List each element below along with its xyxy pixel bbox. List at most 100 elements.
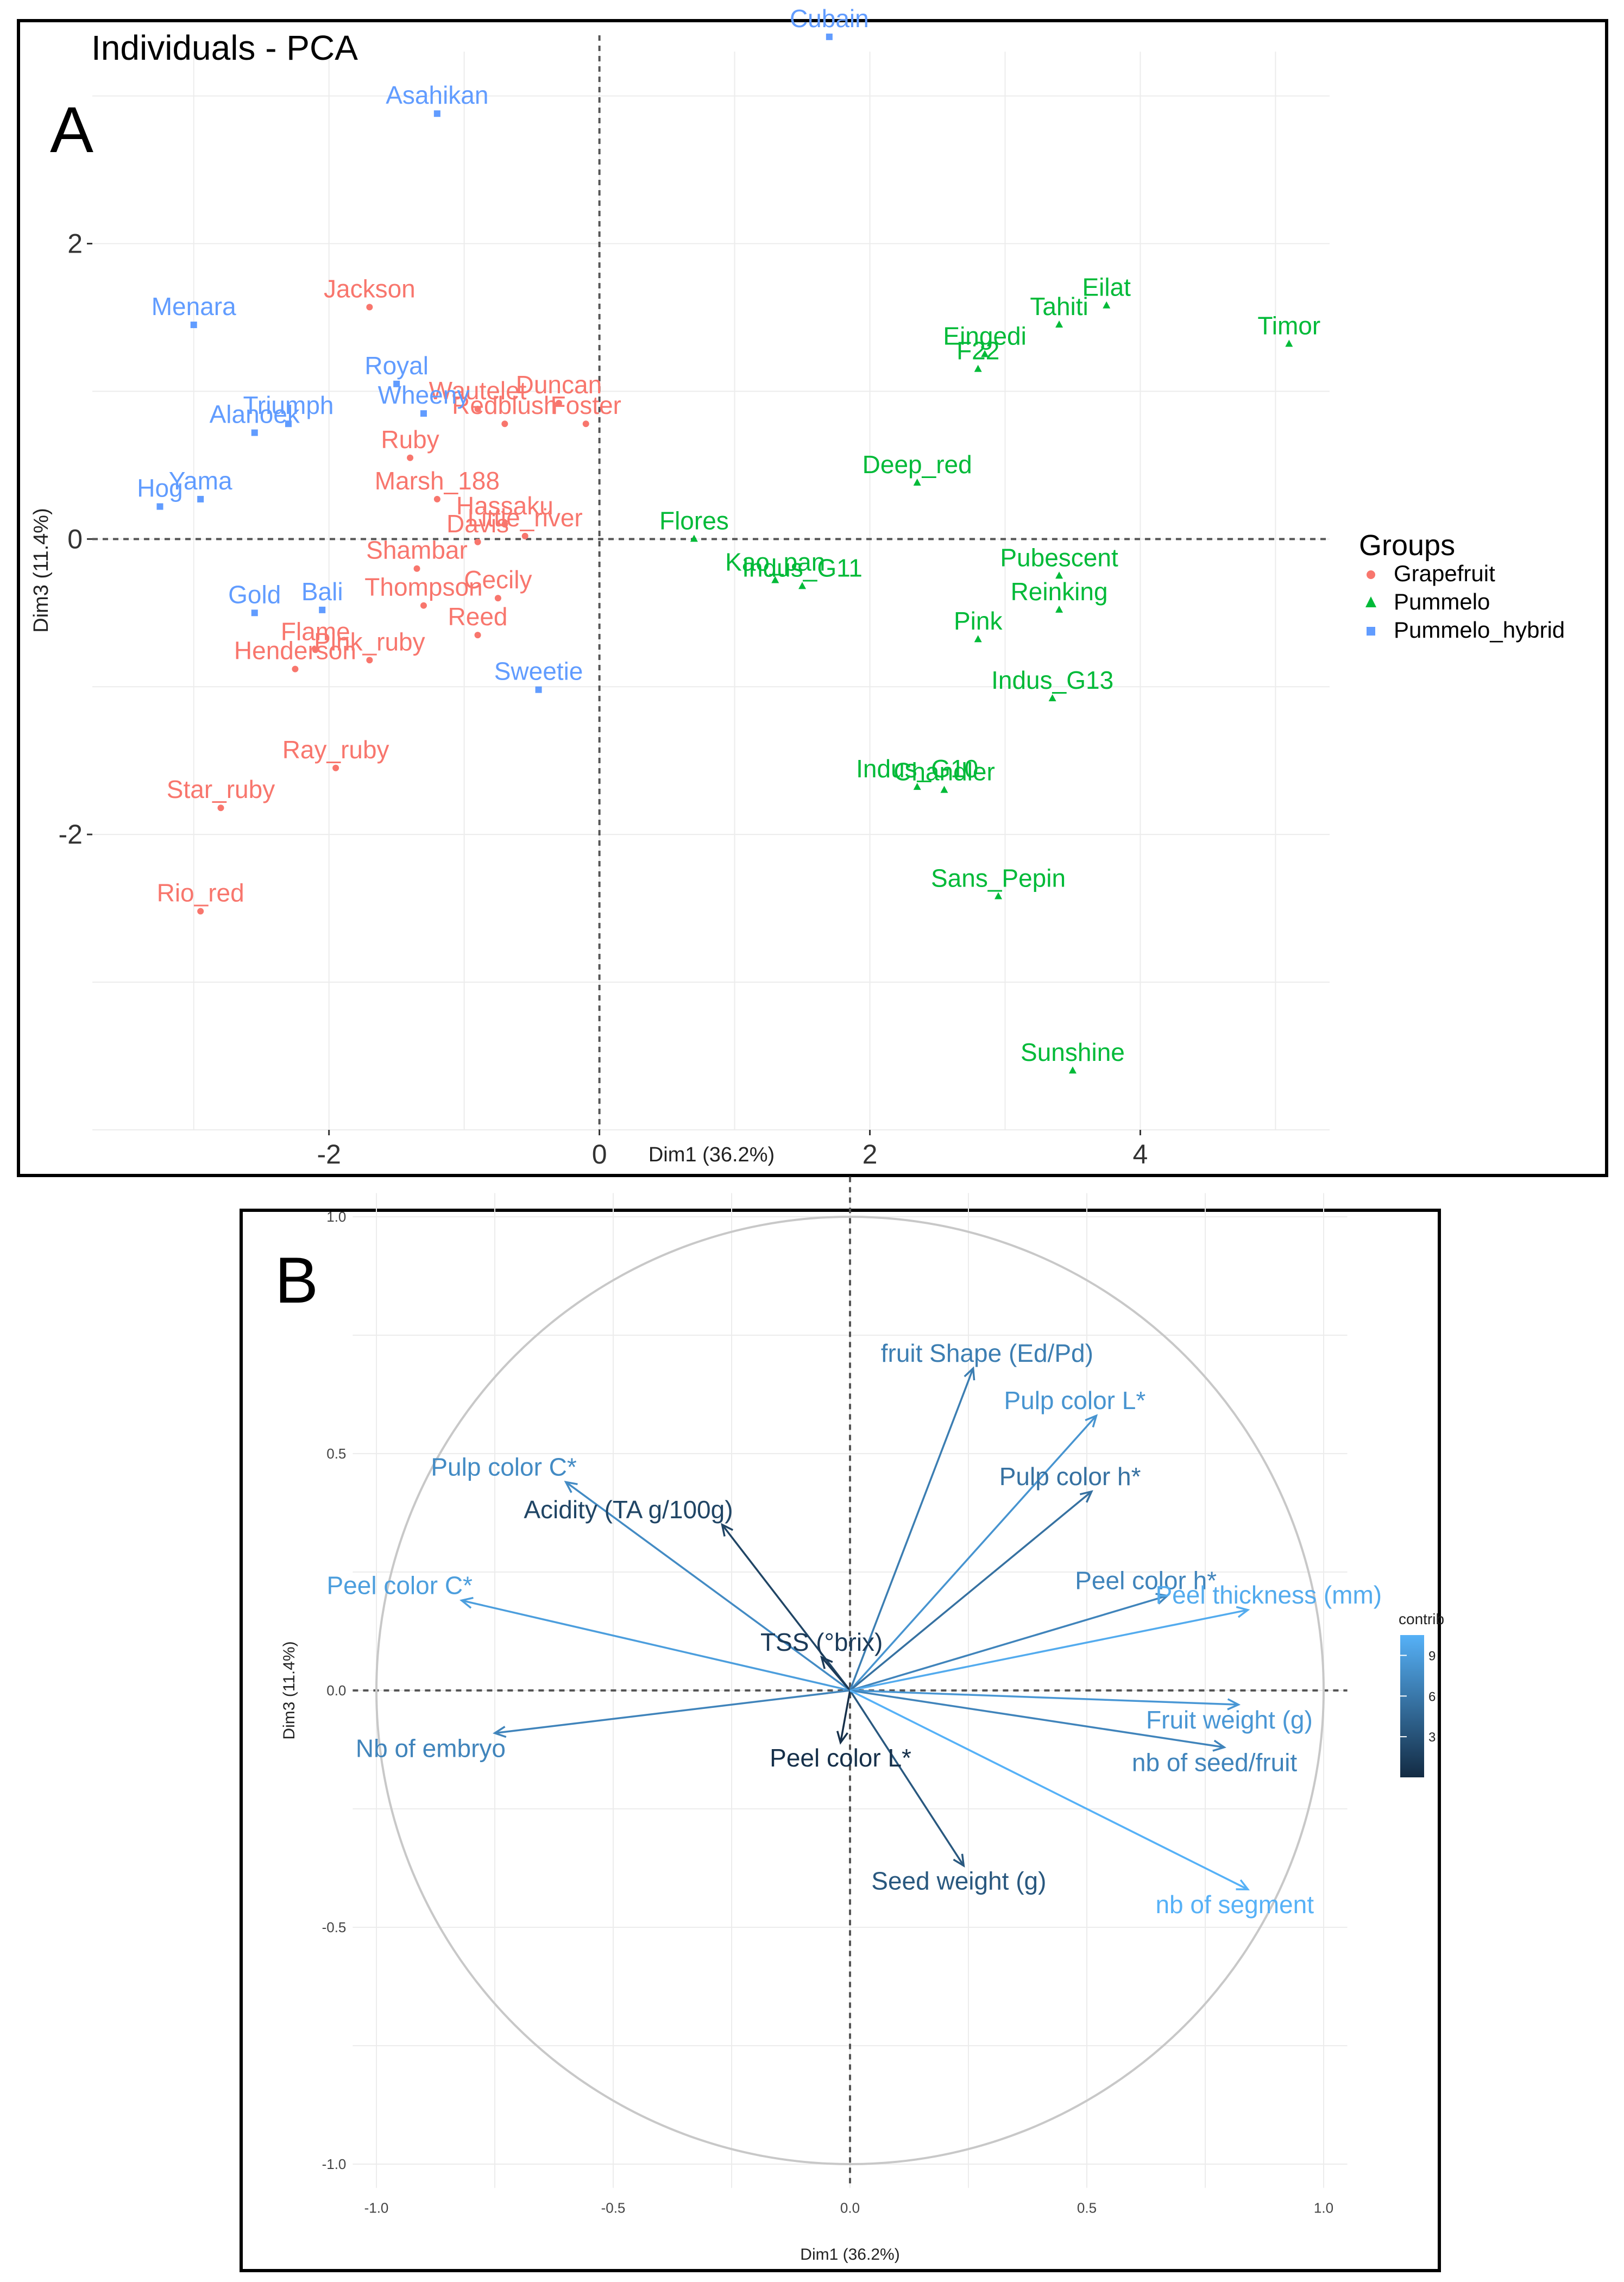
panel-a-ticks: -2 0 2 4 -2 0 2: [59, 228, 1148, 1170]
arrow-fruit-weight-g: [849, 1689, 1239, 1706]
arrow-nb-of-segment: [849, 1689, 1249, 1890]
point-foster: [582, 420, 589, 428]
point-sans-pepin: [994, 892, 1003, 900]
arrowhead-nb-of-segment: [1236, 1879, 1250, 1891]
point-label-eilat: Eilat: [1082, 273, 1131, 301]
arrowhead-tss-brix: [820, 1655, 833, 1669]
x-tick-label: 1.0: [1314, 2200, 1333, 2216]
x-tick-label: -2: [317, 1139, 341, 1170]
arrow-label-tss-brix: TSS (°brix): [760, 1628, 883, 1656]
arrow-tss-brix: [821, 1656, 851, 1692]
point-wheeny: [420, 410, 427, 417]
point-label-henderson: Henderson: [234, 637, 356, 665]
arrow-seed-weight-g: [849, 1690, 965, 1866]
point-label-reed: Reed: [448, 602, 508, 631]
point-henderson: [292, 665, 299, 672]
arrow-pulp-color-l: [849, 1415, 1097, 1692]
point-label-pink-ruby: Pink_ruby: [314, 627, 425, 656]
point-pink: [974, 635, 982, 643]
x-tick-label: -0.5: [601, 2200, 626, 2216]
arrow-peel-thickness-mm: [849, 1609, 1248, 1692]
x-tick-label: 0.5: [1077, 2200, 1097, 2216]
arrowhead-peel-color-l: [836, 1731, 848, 1745]
point-label-hassaku: Hassaku: [456, 492, 553, 520]
point-hassaku: [501, 521, 508, 528]
point-deep-red: [913, 479, 921, 486]
point-label-chandler: Chandler: [893, 758, 995, 786]
panel-b-x-axis-label: Dim1 (36.2%): [800, 2246, 899, 2264]
colorbar-title: contrib: [1399, 1611, 1444, 1627]
point-wautelet: [474, 406, 481, 413]
point-cubain: [826, 33, 833, 40]
point-reed: [474, 632, 481, 639]
arrow-nb-of-embryo: [494, 1689, 851, 1734]
point-sunshine: [1068, 1066, 1077, 1074]
point-label-indus-g11: Indus_G11: [742, 554, 863, 582]
arrowhead-nb-of-seed-fruit: [1212, 1739, 1226, 1752]
point-label-wheeny: Wheeny: [378, 381, 470, 409]
arrowhead-nb-of-embryo: [493, 1726, 507, 1738]
arrow-label-nb-of-embryo: Nb of embryo: [356, 1734, 506, 1762]
x-tick-label: 4: [1133, 1139, 1148, 1170]
point-label-shambar: Shambar: [366, 536, 468, 564]
point-label-tahiti: Tahiti: [1030, 292, 1088, 320]
point-duncan: [555, 400, 562, 407]
point-f22: [974, 364, 982, 372]
panel-b-arrows: [459, 1366, 1250, 1891]
point-label-flame: Flame: [281, 617, 350, 645]
point-label-indus-g10: Indus_G10: [856, 755, 978, 783]
point-label-wautelet: Wautelet: [429, 376, 527, 405]
point-label-menara: Menara: [152, 292, 236, 320]
point-label-rio-red: Rio_red: [157, 879, 244, 907]
point-label-sunshine: Sunshine: [1021, 1038, 1125, 1066]
point-cecily: [494, 595, 501, 602]
point-label-flores: Flores: [659, 506, 729, 535]
point-label-cubain: Cubain: [790, 4, 869, 33]
point-label-triumph: Triumph: [243, 391, 333, 419]
point-label-yama: Yama: [169, 467, 232, 495]
arrow-label-nb-of-segment: nb of segment: [1155, 1890, 1314, 1919]
arrow-label-peel-color-c: Peel color C*: [327, 1571, 473, 1599]
point-label-eingedi: Eingedi: [943, 322, 1026, 350]
arrow-label-pulp-color-h: Pulp color h*: [999, 1462, 1141, 1491]
panel-b-letter: B: [275, 1244, 318, 1317]
point-label-ruby: Ruby: [381, 425, 439, 454]
arrow-label-peel-color-l: Peel color L*: [770, 1744, 911, 1772]
point-redblush: [501, 420, 508, 428]
point-label-thompson: Thompson: [364, 573, 482, 601]
arrowhead-pulp-color-l: [1085, 1414, 1098, 1428]
point-yama: [197, 495, 204, 502]
contrib-colorbar: contrib 3 6 9: [1399, 1611, 1444, 1777]
point-thompson: [420, 602, 427, 609]
point-reinking: [1055, 605, 1063, 613]
x-tick-label: 2: [863, 1139, 878, 1170]
panel-a-x-axis-label: Dim1 (36.2%): [649, 1143, 775, 1166]
panel-a-legend: Groups Grapefruit Pummelo Pummelo_hybrid: [1359, 529, 1565, 643]
point-label-f22: F22: [956, 337, 999, 365]
legend-label-grapefruit: Grapefruit: [1394, 561, 1495, 586]
panel-a-letter: A: [50, 93, 93, 166]
point-marsh-188: [433, 495, 440, 502]
arrow-peel-color-c: [461, 1599, 851, 1692]
panel-b-variables-pca: -1.0 -0.5 0.0 0.5 1.0 -1.0 -0.5 0.0 0.5 1.0 fruit…: [240, 1177, 1444, 2272]
point-label-alanoek: Alanoek: [210, 400, 300, 429]
point-pink-ruby: [366, 657, 373, 664]
point-label-little-river: Little_river: [468, 504, 583, 532]
point-indus-g13: [1048, 694, 1056, 701]
panel-a-y-axis-label: Dim3 (11.4%): [30, 508, 53, 632]
point-gold: [251, 609, 258, 617]
point-label-hog: Hog: [137, 474, 182, 502]
point-label-pubescent: Pubescent: [1000, 543, 1118, 571]
y-tick-label: 0.5: [326, 1445, 346, 1462]
arrow-label-fruit-shape-ed-pd: fruit Shape (Ed/Pd): [881, 1339, 1093, 1367]
point-davis: [474, 538, 481, 545]
arrowhead-peel-color-h: [1155, 1593, 1170, 1605]
point-asahikan: [433, 110, 440, 117]
y-tick-label: 0.0: [326, 1682, 346, 1699]
point-label-bali: Bali: [301, 577, 343, 606]
arrow-label-peel-color-h: Peel color h*: [1075, 1567, 1217, 1595]
point-rio-red: [197, 908, 204, 915]
point-label-marsh-188: Marsh_188: [375, 467, 500, 495]
point-sweetie: [535, 686, 542, 693]
legend-label-pummelo: Pummelo: [1394, 589, 1490, 614]
